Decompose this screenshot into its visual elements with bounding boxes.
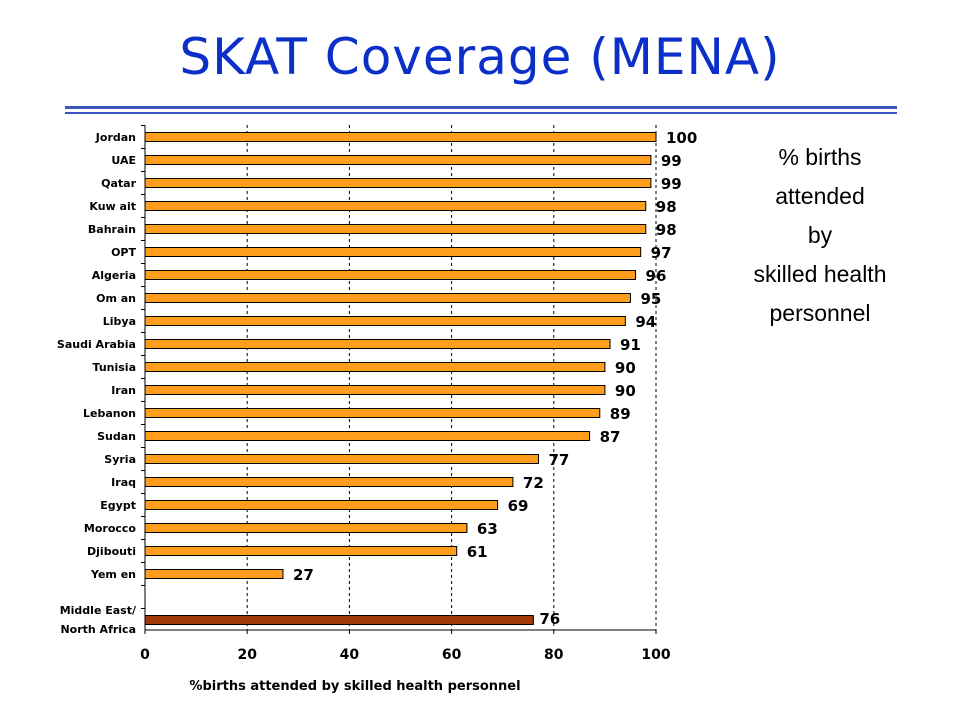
category-label: Bahrain [88,223,136,236]
x-tick-label: 0 [140,647,150,663]
value-label: 27 [293,566,314,584]
aggregate-label: North Africa [60,623,136,636]
bar [144,477,514,487]
category-label: Yem en [90,568,136,581]
value-label: 100 [666,129,697,147]
value-label: 97 [651,244,672,262]
value-label: 96 [646,267,667,285]
category-label: Om an [96,292,136,305]
note-line: by [807,222,833,248]
category-label: Iran [111,384,136,397]
bar [144,178,652,188]
category-label: OPT [111,246,136,259]
bar [144,293,631,303]
category-label: Qatar [101,177,136,190]
category-label: Jordan [95,131,136,144]
value-label: 95 [640,290,661,308]
x-tick-label: 20 [237,647,257,663]
category-label: Egypt [100,499,136,512]
bar [144,408,601,418]
category-label: Syria [104,453,136,466]
category-label: Morocco [84,522,137,535]
category-label: Tunisia [93,361,136,374]
chart-title: SKAT Coverage (MENA) [179,28,781,86]
value-label: 90 [615,382,636,400]
bar [144,569,284,579]
category-label: Saudi Arabia [57,338,136,351]
x-axis-label: %births attended by skilled health perso… [189,679,520,694]
value-label: 94 [635,313,656,331]
category-label: Iraq [111,476,136,489]
x-tick-label: 60 [442,647,462,663]
value-label: 99 [661,175,682,193]
value-label: 90 [615,359,636,377]
aggregate-bar [144,615,534,625]
note-line: personnel [769,300,871,326]
category-label: Kuw ait [89,200,136,213]
value-label: 72 [523,474,544,492]
bar [144,201,647,211]
note-line: attended [775,183,865,209]
bar [144,247,642,257]
x-tick-label: 40 [340,647,360,663]
title-rule-bottom [65,112,897,114]
chart-note: % births attended by skilled health pers… [720,138,920,333]
value-label: 61 [467,543,488,561]
bar [144,224,647,234]
value-label: 69 [508,497,529,515]
title-rule-top [65,106,897,109]
aggregate-label: Middle East/ [60,604,137,617]
category-label: Djibouti [87,545,136,558]
value-label: 89 [610,405,631,423]
x-tick-label: 100 [641,647,670,663]
bar [144,500,499,510]
bar [144,132,657,142]
bar [144,523,468,533]
bar [144,339,611,349]
category-label: Lebanon [83,407,136,420]
value-label: 98 [656,198,677,216]
value-label: 98 [656,221,677,239]
aggregate-value-label: 76 [539,610,560,628]
x-tick-label: 80 [544,647,564,663]
value-label: 77 [548,451,569,469]
bar [144,546,458,556]
bar [144,316,626,326]
bar [144,454,539,464]
bar [144,362,606,372]
bar [144,270,637,280]
category-label: Sudan [97,430,136,443]
note-line: % births [778,144,862,170]
category-label: UAE [111,154,136,167]
value-label: 87 [600,428,621,446]
bar [144,385,606,395]
bar [144,431,591,441]
category-label: Algeria [92,269,136,282]
note-line: skilled health [753,261,887,287]
value-label: 63 [477,520,498,538]
category-label: Libya [103,315,136,328]
bar [144,155,652,165]
value-label: 99 [661,152,682,170]
value-label: 91 [620,336,641,354]
